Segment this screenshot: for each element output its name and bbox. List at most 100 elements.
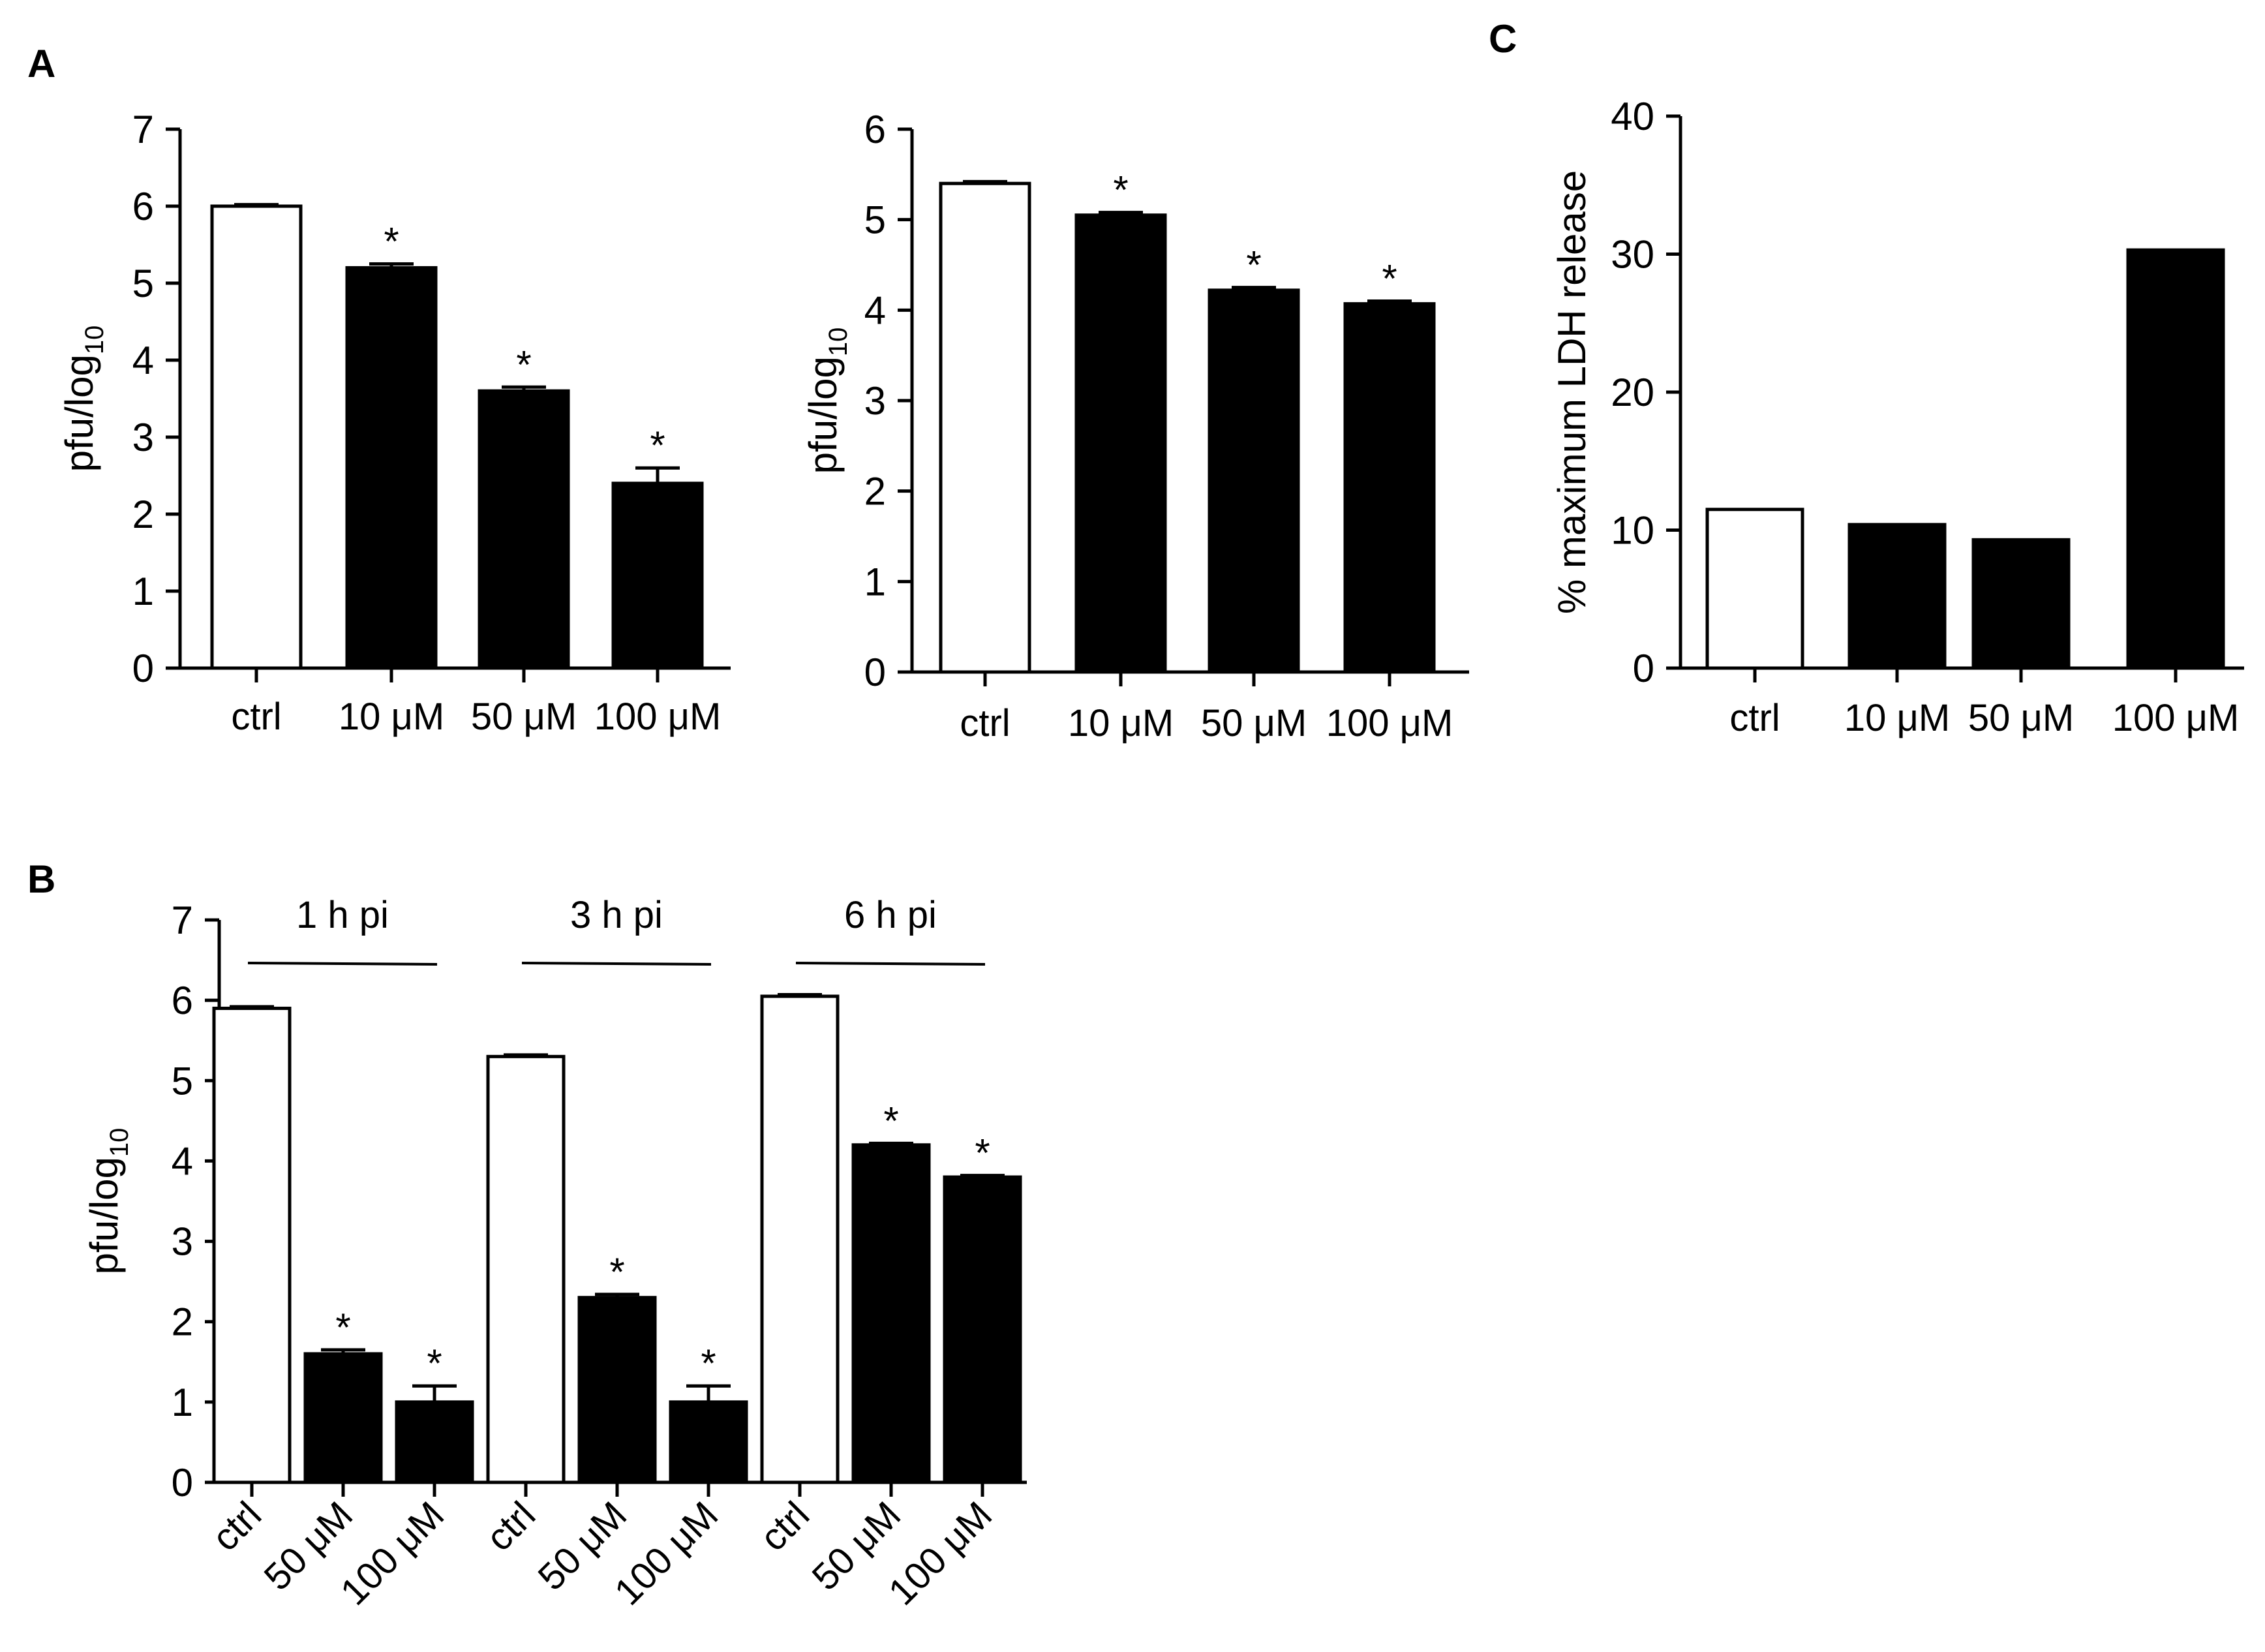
y-tick-label: 5 [132, 262, 154, 305]
y-axis-label-subscript: 10 [80, 326, 109, 355]
bar [1705, 508, 1804, 670]
bar [210, 204, 303, 670]
panel-label: C [1489, 17, 1517, 61]
x-tick-label: 100 μM [881, 1493, 1001, 1614]
y-tick-label: 20 [1611, 371, 1654, 414]
y-axis-label: pfu/log10 [57, 326, 109, 472]
x-tick-label: 50 μM [1201, 702, 1307, 744]
bar [611, 482, 704, 670]
significance-marker: * [701, 1341, 716, 1385]
bar [943, 1175, 1022, 1484]
significance-marker: * [1382, 256, 1397, 300]
bar [1343, 302, 1436, 674]
y-tick-label: 3 [172, 1220, 193, 1264]
y-tick-label: 5 [864, 198, 886, 242]
chart-c: C 0 10 20 30 40 % maximum LDH release ctrl 10 μM… [1489, 17, 2244, 739]
bar [303, 1352, 383, 1484]
y-tick-label: 1 [864, 560, 886, 604]
x-tick-label: ctrl [960, 702, 1010, 744]
y-tick-label: 0 [172, 1461, 193, 1505]
group-label: 1 h pi [296, 894, 389, 936]
bar [395, 1400, 474, 1484]
y-axis-label-main: pfu/log [801, 356, 845, 474]
group-bracket [247, 962, 438, 966]
y-axis-label: pfu/log10 [801, 328, 853, 474]
y-tick-label: 7 [132, 108, 154, 151]
x-tick-label: 100 μM [1326, 702, 1453, 744]
x-tick-label: ctrl [478, 1493, 544, 1559]
y-tick-label: 6 [864, 108, 886, 151]
bar [1847, 523, 1947, 670]
group-bracket [521, 962, 712, 966]
group-label: 3 h pi [570, 894, 663, 936]
y-tick-label: 4 [864, 288, 886, 332]
x-tick-label: ctrl [231, 696, 281, 738]
panel-label: A [27, 42, 55, 85]
y-axis-label: % maximum LDH release [1550, 170, 1594, 614]
y-tick-label: 10 [1611, 509, 1654, 553]
bar [212, 1006, 292, 1484]
significance-marker: * [516, 343, 531, 386]
bar [478, 389, 570, 670]
significance-marker: * [883, 1099, 898, 1142]
bar [345, 266, 438, 670]
bar [939, 181, 1031, 674]
x-tick-label: 50 μM [471, 696, 577, 738]
y-tick-label: 40 [1611, 95, 1654, 138]
y-tick-label: 4 [172, 1139, 193, 1183]
y-axis-label-subscript: 10 [105, 1128, 134, 1157]
y-tick-label: 0 [132, 647, 154, 690]
bar [669, 1400, 748, 1484]
bar [2126, 248, 2225, 670]
x-tick-label: 100 μM [2112, 697, 2240, 739]
bar [577, 1296, 657, 1484]
x-tick-label: 50 μM [1968, 697, 2074, 739]
bar [851, 1143, 931, 1484]
y-tick-label: 5 [172, 1059, 193, 1103]
x-tick-label: 10 μM [1844, 697, 1950, 739]
y-tick-label: 3 [864, 379, 886, 423]
y-tick-label: 6 [172, 979, 193, 1022]
significance-marker: * [335, 1306, 350, 1349]
y-axis-label: pfu/log10 [82, 1128, 134, 1275]
chart-a-right: 0 1 2 3 4 5 6 pfu/log10 ctrl * 10 μM * 50 μM * 100 μM [801, 108, 1469, 744]
bar [1074, 213, 1167, 674]
x-tick-label: 100 μM [607, 1493, 727, 1614]
y-tick-label: 6 [132, 185, 154, 228]
y-tick-label: 30 [1611, 233, 1654, 277]
y-tick-label: 1 [132, 570, 154, 613]
group-bracket [795, 962, 986, 966]
y-tick-label: 2 [864, 470, 886, 513]
bar [1971, 538, 2071, 670]
significance-marker: * [650, 423, 665, 467]
y-tick-label: 1 [172, 1381, 193, 1424]
significance-marker: * [427, 1341, 442, 1385]
x-tick-label: ctrl [752, 1493, 818, 1559]
bar [486, 1054, 566, 1484]
y-tick-label: 2 [132, 493, 154, 536]
x-tick-label: 10 μM [1068, 702, 1174, 744]
x-tick-label: ctrl [1729, 697, 1780, 739]
x-tick-label: ctrl [204, 1493, 270, 1559]
significance-marker: * [384, 220, 399, 264]
significance-marker: * [609, 1250, 624, 1294]
x-tick-label: 10 μM [339, 696, 444, 738]
bar [1208, 288, 1300, 674]
y-axis-label-main: pfu/log [82, 1157, 126, 1274]
panel-label: B [27, 857, 55, 901]
x-tick-label: 100 μM [594, 696, 722, 738]
y-axis-label-main: pfu/log [57, 354, 101, 472]
significance-marker: * [1113, 168, 1128, 212]
significance-marker: * [975, 1131, 990, 1175]
y-tick-label: 0 [864, 650, 886, 694]
x-tick-label: 100 μM [333, 1493, 453, 1614]
y-tick-label: 4 [132, 339, 154, 382]
y-axis-label-main: % maximum LDH release [1550, 170, 1594, 614]
significance-marker: * [1246, 243, 1261, 287]
y-tick-label: 7 [172, 898, 193, 942]
y-tick-label: 2 [172, 1300, 193, 1344]
group-label: 6 h pi [844, 894, 937, 936]
y-tick-label: 3 [132, 416, 154, 459]
bar [760, 994, 840, 1484]
